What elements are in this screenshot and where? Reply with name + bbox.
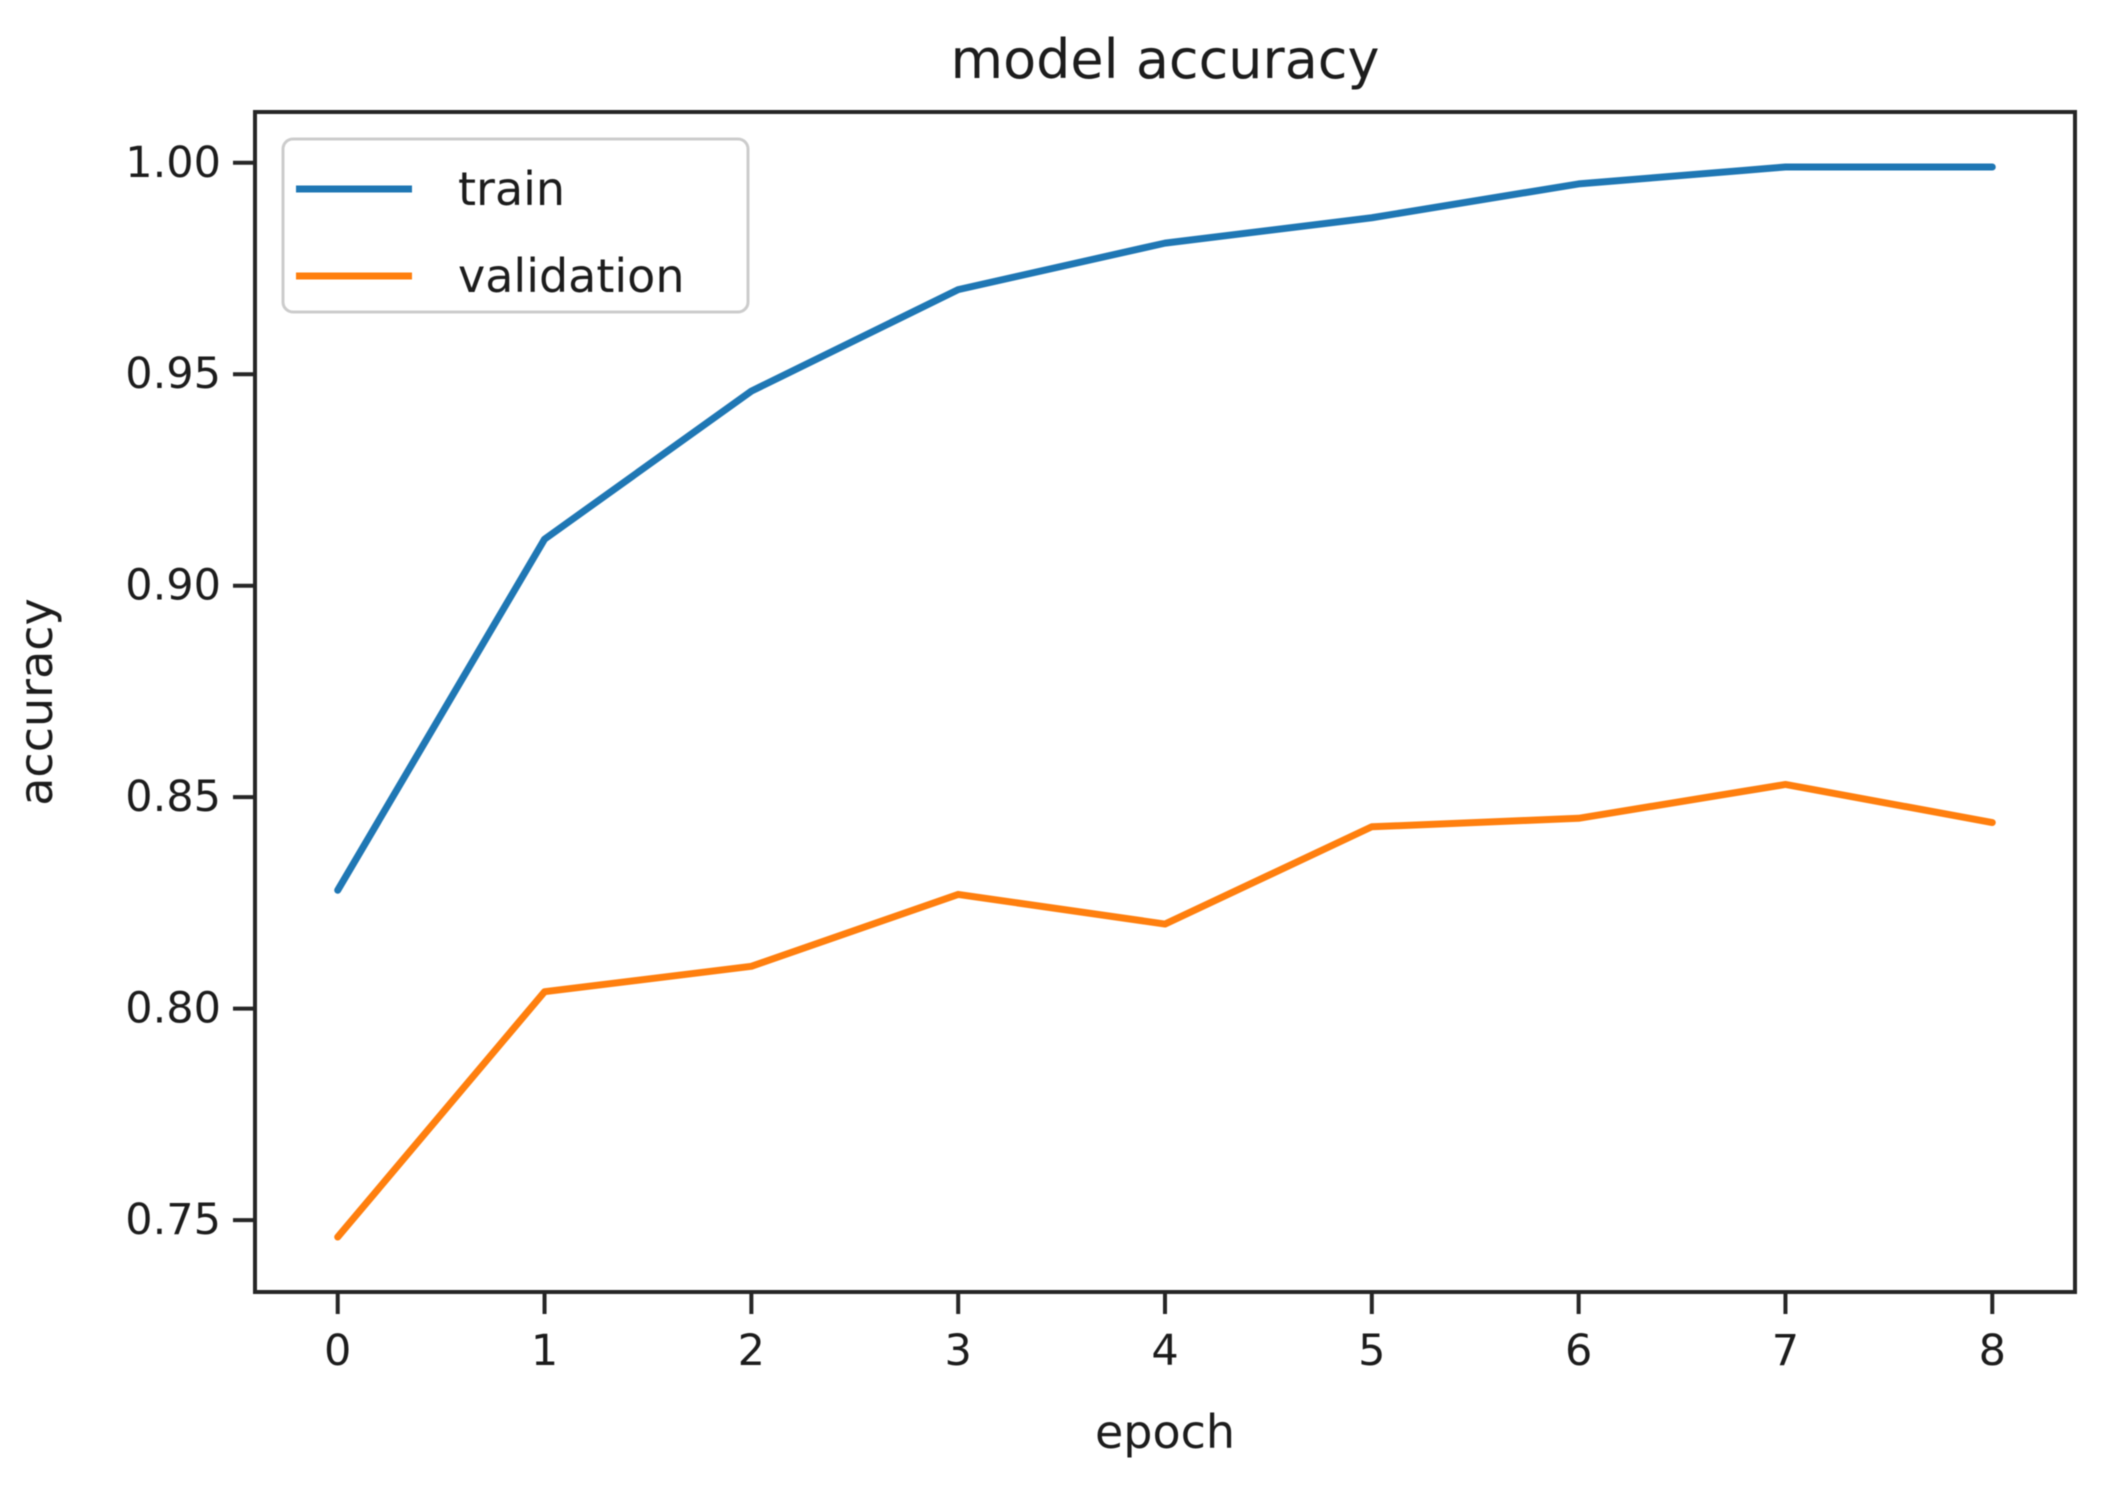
y-axis-label: accuracy bbox=[9, 598, 63, 806]
legend-train-label: train bbox=[458, 162, 565, 216]
axes-layer: 0.75 0.80 0.85 0.90 0.95 1.00 0 1 2 3 4 5 6 7 8 bbox=[125, 110, 2077, 1376]
y-tick-label: 0.95 bbox=[125, 349, 221, 399]
chart-title: model accuracy bbox=[951, 28, 1380, 91]
x-tick-label: 8 bbox=[1979, 1326, 2006, 1376]
x-tick-label: 6 bbox=[1565, 1326, 1592, 1376]
y-tick-label: 0.75 bbox=[125, 1195, 221, 1245]
x-tick-label: 4 bbox=[1151, 1326, 1178, 1376]
train-line bbox=[334, 163, 1996, 894]
validation-line bbox=[334, 780, 1996, 1241]
x-axis-label: epoch bbox=[1095, 1405, 1235, 1459]
x-tick-label: 2 bbox=[738, 1326, 765, 1376]
series-layer bbox=[334, 163, 1996, 1241]
x-tick-label: 7 bbox=[1772, 1326, 1799, 1376]
x-tick-label: 1 bbox=[531, 1326, 558, 1376]
x-tick-label: 5 bbox=[1358, 1326, 1385, 1376]
legend: train validation bbox=[281, 137, 750, 314]
y-tick-label: 0.80 bbox=[125, 984, 221, 1034]
x-tick-label: 0 bbox=[324, 1326, 351, 1376]
legend-validation-label: validation bbox=[458, 249, 684, 303]
y-tick-label: 1.00 bbox=[125, 138, 221, 188]
y-tick-label: 0.90 bbox=[125, 561, 221, 611]
x-tick-label: 3 bbox=[945, 1326, 972, 1376]
y-tick-label: 0.85 bbox=[125, 772, 221, 822]
legend-box bbox=[281, 137, 750, 314]
